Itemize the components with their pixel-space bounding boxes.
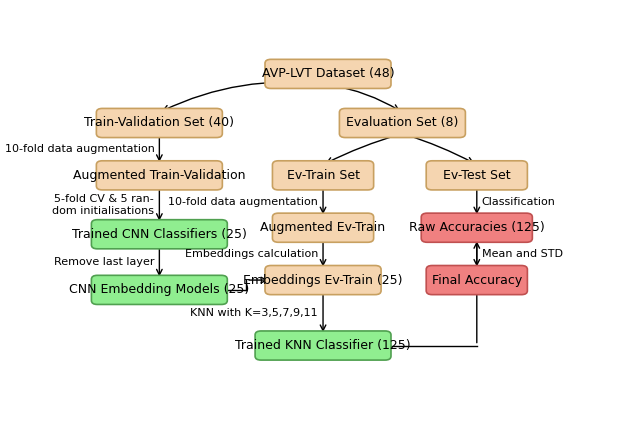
FancyBboxPatch shape [265, 266, 381, 295]
FancyBboxPatch shape [426, 266, 527, 295]
FancyBboxPatch shape [97, 161, 222, 190]
Text: Trained CNN Classifiers (25): Trained CNN Classifiers (25) [72, 228, 247, 241]
Text: 5-fold CV & 5 ran-
dom initialisations: 5-fold CV & 5 ran- dom initialisations [52, 194, 154, 215]
Text: Remove last layer: Remove last layer [54, 257, 154, 267]
FancyBboxPatch shape [273, 161, 374, 190]
FancyBboxPatch shape [421, 213, 532, 242]
Text: 10-fold data augmentation: 10-fold data augmentation [4, 144, 154, 154]
Text: CNN Embedding Models (25): CNN Embedding Models (25) [69, 283, 250, 296]
FancyBboxPatch shape [265, 60, 391, 88]
FancyBboxPatch shape [92, 275, 227, 304]
Text: Augmented Train-Validation: Augmented Train-Validation [73, 169, 246, 182]
FancyBboxPatch shape [339, 108, 465, 138]
Text: Ev-Test Set: Ev-Test Set [443, 169, 511, 182]
Text: Embeddings calculation: Embeddings calculation [185, 249, 318, 259]
Text: Mean and STD: Mean and STD [482, 249, 563, 259]
FancyBboxPatch shape [255, 331, 391, 360]
Text: Classification: Classification [482, 196, 556, 207]
FancyBboxPatch shape [273, 213, 374, 242]
Text: Evaluation Set (8): Evaluation Set (8) [346, 116, 459, 130]
Text: Final Accuracy: Final Accuracy [431, 274, 522, 286]
Text: Augmented Ev-Train: Augmented Ev-Train [260, 221, 386, 234]
FancyBboxPatch shape [92, 220, 227, 249]
FancyBboxPatch shape [426, 161, 527, 190]
Text: Raw Accuracies (125): Raw Accuracies (125) [409, 221, 545, 234]
Text: Embeddings Ev-Train (25): Embeddings Ev-Train (25) [243, 274, 403, 286]
Text: Trained KNN Classifier (125): Trained KNN Classifier (125) [236, 339, 411, 352]
FancyBboxPatch shape [97, 108, 222, 138]
Text: Ev-Train Set: Ev-Train Set [287, 169, 360, 182]
Text: AVP-LVT Dataset (48): AVP-LVT Dataset (48) [262, 68, 394, 80]
Text: 10-fold data augmentation: 10-fold data augmentation [168, 196, 318, 207]
Text: Train-Validation Set (40): Train-Validation Set (40) [84, 116, 234, 130]
Text: KNN with K=3,5,7,9,11: KNN with K=3,5,7,9,11 [191, 308, 318, 318]
